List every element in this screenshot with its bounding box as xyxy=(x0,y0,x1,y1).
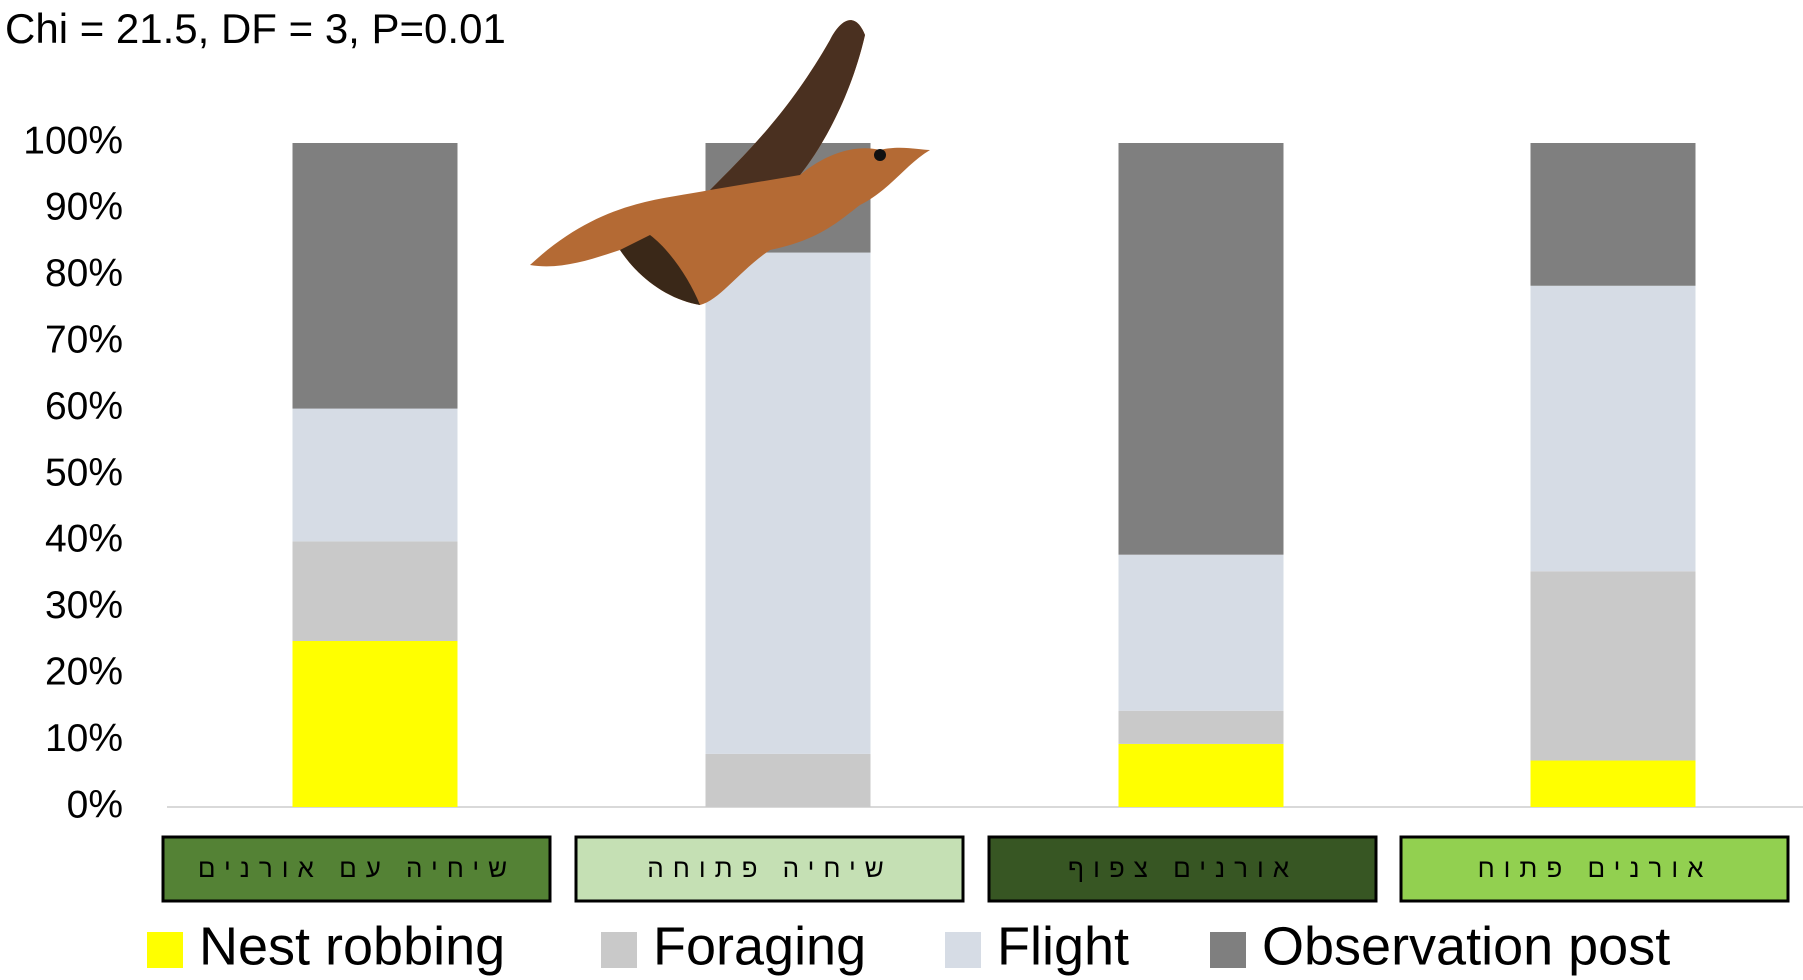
y-tick-label: 60% xyxy=(45,385,123,428)
bar-segment xyxy=(1118,143,1284,555)
x-tick-label: שיחיה פתוחה xyxy=(647,853,892,883)
category-box xyxy=(161,835,552,903)
category-box xyxy=(1399,835,1790,903)
bar-segment xyxy=(292,541,458,641)
category-box xyxy=(987,835,1378,903)
y-tick-label: 20% xyxy=(45,650,123,693)
bar-segment xyxy=(1118,743,1284,807)
y-tick-label: 30% xyxy=(45,584,123,627)
y-tick-label: 90% xyxy=(45,186,123,229)
y-tick-label: 70% xyxy=(45,318,123,361)
legend-label: Foraging xyxy=(653,916,866,976)
bird-eye xyxy=(874,149,886,161)
legend-swatch xyxy=(1210,932,1246,968)
legend-swatch xyxy=(147,932,183,968)
y-tick-label: 80% xyxy=(45,252,123,295)
y-tick-label: 100% xyxy=(23,119,123,162)
x-tick-label: אורנים פתוח xyxy=(1478,853,1713,883)
x-tick-label: שיחיה עם אורנים xyxy=(198,853,516,883)
bird-wing xyxy=(620,235,700,305)
y-tick-label: 10% xyxy=(45,717,123,760)
legend-swatch xyxy=(601,932,637,968)
bird-illustration xyxy=(530,20,930,305)
bar-segment xyxy=(292,641,458,807)
bar-segment xyxy=(1530,760,1696,807)
bird-wing xyxy=(710,20,865,190)
bar-segment xyxy=(1530,571,1696,761)
y-tick-label: 50% xyxy=(45,451,123,494)
legend-label: Nest robbing xyxy=(199,916,505,976)
bar-segment xyxy=(292,143,458,409)
legend-label: Flight xyxy=(997,916,1129,976)
bar-segment xyxy=(1118,554,1284,711)
legend-swatch xyxy=(945,932,981,968)
bar-segment xyxy=(1530,143,1696,286)
bar-segment xyxy=(292,408,458,542)
bar-segment xyxy=(705,753,871,807)
category-box xyxy=(574,835,965,903)
bar-segment xyxy=(1530,285,1696,572)
bar-segment xyxy=(705,252,871,754)
y-tick-label: 0% xyxy=(67,783,123,826)
chart-title: Chi = 21.5, DF = 3, P=0.01 xyxy=(5,5,506,52)
bar-segment xyxy=(1118,710,1284,744)
y-tick-label: 40% xyxy=(45,518,123,561)
x-tick-label: אורנים צפוף xyxy=(1068,853,1298,883)
legend-label: Observation post xyxy=(1262,916,1670,976)
